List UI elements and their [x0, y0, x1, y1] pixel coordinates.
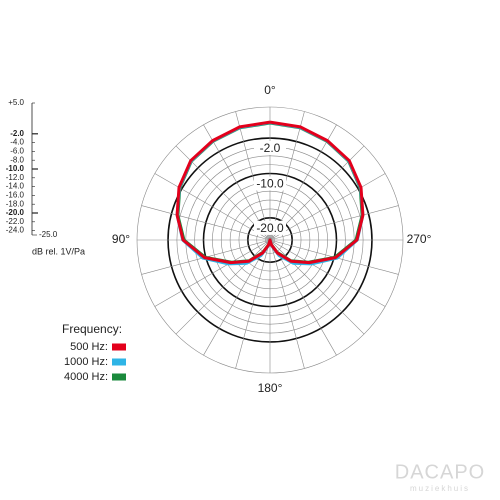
scale-label: +5.0: [8, 98, 24, 107]
grid-spoke: [235, 111, 271, 241]
watermark-brand: DACAPO: [395, 461, 485, 483]
grid-spoke: [154, 173, 271, 241]
angle-label: 180°: [258, 381, 283, 395]
scale-label: -12.0: [6, 173, 25, 182]
scale-label: -10.0: [6, 164, 25, 173]
grid-spoke: [203, 124, 271, 241]
scale-label: -16.0: [6, 191, 25, 200]
ring-label-bg: [254, 220, 286, 235]
scale-label: -4.0: [10, 138, 24, 147]
legend-swatch: [112, 373, 126, 381]
ring-label: -10.0: [256, 177, 284, 191]
scale-label: -14.0: [6, 182, 25, 191]
scale-label: -22.0: [6, 217, 25, 226]
legend-label: 500 Hz:: [70, 341, 108, 353]
ring-label-bg: [254, 141, 286, 156]
grid-spoke: [203, 239, 271, 356]
grid-spoke: [269, 205, 399, 241]
angle-label: 270°: [407, 232, 432, 246]
grid-spoke: [269, 111, 305, 241]
angle-label: 0°: [264, 83, 276, 97]
grid-spoke: [141, 205, 271, 241]
scale-label: -18.0: [6, 199, 25, 208]
grid-spoke: [269, 239, 365, 335]
ring-label-bg: [254, 176, 286, 191]
grid-spoke: [269, 173, 386, 241]
watermark-sub: muziekhuis: [410, 484, 470, 493]
legend-title: Frequency:: [62, 322, 122, 336]
scale-label: -20.0: [6, 208, 25, 217]
scale-label: -8.0: [10, 155, 24, 164]
legend-swatch: [112, 358, 126, 366]
scale-label: -2.0: [10, 129, 24, 138]
legend-swatch: [112, 343, 126, 351]
radial-unit-label: dB rel. 1V/Pa: [32, 246, 85, 256]
scale-label: -25.0: [39, 230, 58, 239]
grid-spoke: [269, 124, 337, 241]
grid-spoke: [269, 239, 305, 369]
ring-label: -2.0: [260, 141, 281, 155]
grid-spoke: [269, 239, 337, 356]
grid-spoke: [154, 239, 271, 307]
legend-label: 4000 Hz:: [64, 371, 108, 383]
scale-label: -6.0: [10, 147, 24, 156]
grid-spoke: [269, 239, 386, 307]
grid-spoke: [175, 239, 271, 335]
ring-label: -20.0: [256, 221, 284, 235]
pattern-line: [175, 120, 365, 265]
grid-spoke: [235, 239, 271, 369]
angle-label: 90°: [112, 232, 130, 246]
legend-label: 1000 Hz:: [64, 356, 108, 368]
scale-label: -24.0: [6, 226, 25, 235]
